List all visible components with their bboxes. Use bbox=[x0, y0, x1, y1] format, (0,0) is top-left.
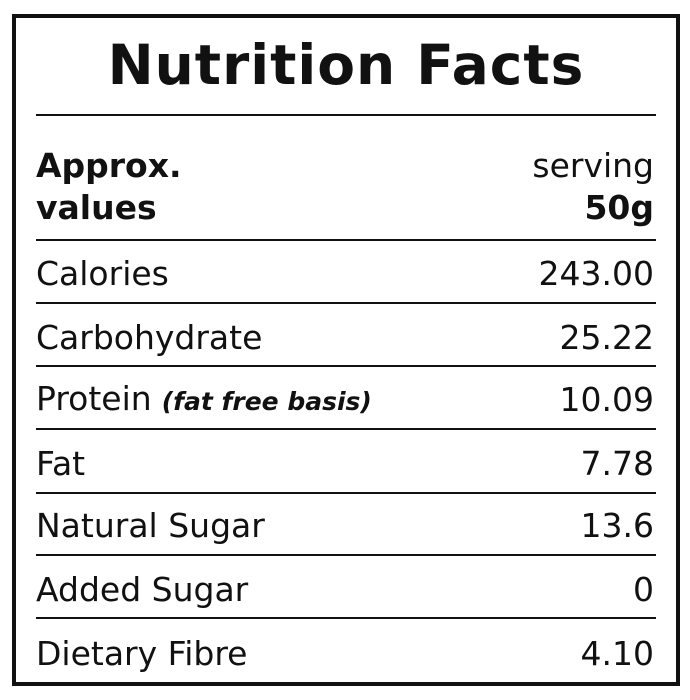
header-serving-size: 50g bbox=[584, 188, 654, 227]
row-divider bbox=[36, 554, 656, 556]
label-title: Nutrition Facts bbox=[107, 33, 585, 97]
header-values: values bbox=[36, 188, 157, 227]
row-label: Carbohydrate bbox=[36, 318, 263, 357]
row-value: 10.09 bbox=[559, 380, 654, 419]
header-divider bbox=[36, 239, 656, 241]
row-value: 243.00 bbox=[538, 254, 654, 293]
row-label-group: Protein (fat free basis) bbox=[36, 379, 372, 422]
row-value: 25.22 bbox=[559, 318, 654, 357]
header-approx: Approx. bbox=[36, 146, 182, 185]
row-label: Natural Sugar bbox=[36, 506, 265, 545]
row-value: 4.10 bbox=[580, 634, 654, 673]
row-label: Calories bbox=[36, 254, 169, 293]
row-label: Fat bbox=[36, 444, 86, 483]
row-divider bbox=[36, 365, 656, 367]
row-carbohydrate: Carbohydrate 25.22 bbox=[36, 318, 654, 358]
row-calories: Calories 243.00 bbox=[36, 254, 654, 294]
row-divider bbox=[36, 302, 656, 304]
row-label: Protein bbox=[36, 378, 152, 418]
row-dietary-fibre: Dietary Fibre 4.10 bbox=[36, 634, 654, 674]
row-fat: Fat 7.78 bbox=[36, 444, 654, 484]
row-value: 0 bbox=[633, 570, 654, 609]
row-value: 13.6 bbox=[580, 506, 654, 545]
row-natural-sugar: Natural Sugar 13.6 bbox=[36, 506, 654, 546]
row-divider bbox=[36, 492, 656, 494]
row-value: 7.78 bbox=[580, 444, 654, 483]
row-note: (fat free basis) bbox=[161, 386, 372, 416]
row-label: Added Sugar bbox=[36, 570, 249, 609]
row-divider bbox=[36, 617, 656, 619]
header-right: serving 50g bbox=[532, 145, 654, 229]
header-left: Approx. values bbox=[36, 145, 182, 229]
row-divider bbox=[36, 428, 656, 430]
row-label: Dietary Fibre bbox=[36, 634, 248, 673]
header-serving: serving bbox=[532, 146, 654, 185]
nutrition-label: Nutrition Facts Approx. values serving 5… bbox=[12, 14, 680, 686]
row-protein: Protein (fat free basis) 10.09 bbox=[36, 379, 654, 422]
title-divider bbox=[36, 114, 656, 116]
row-added-sugar: Added Sugar 0 bbox=[36, 570, 654, 610]
